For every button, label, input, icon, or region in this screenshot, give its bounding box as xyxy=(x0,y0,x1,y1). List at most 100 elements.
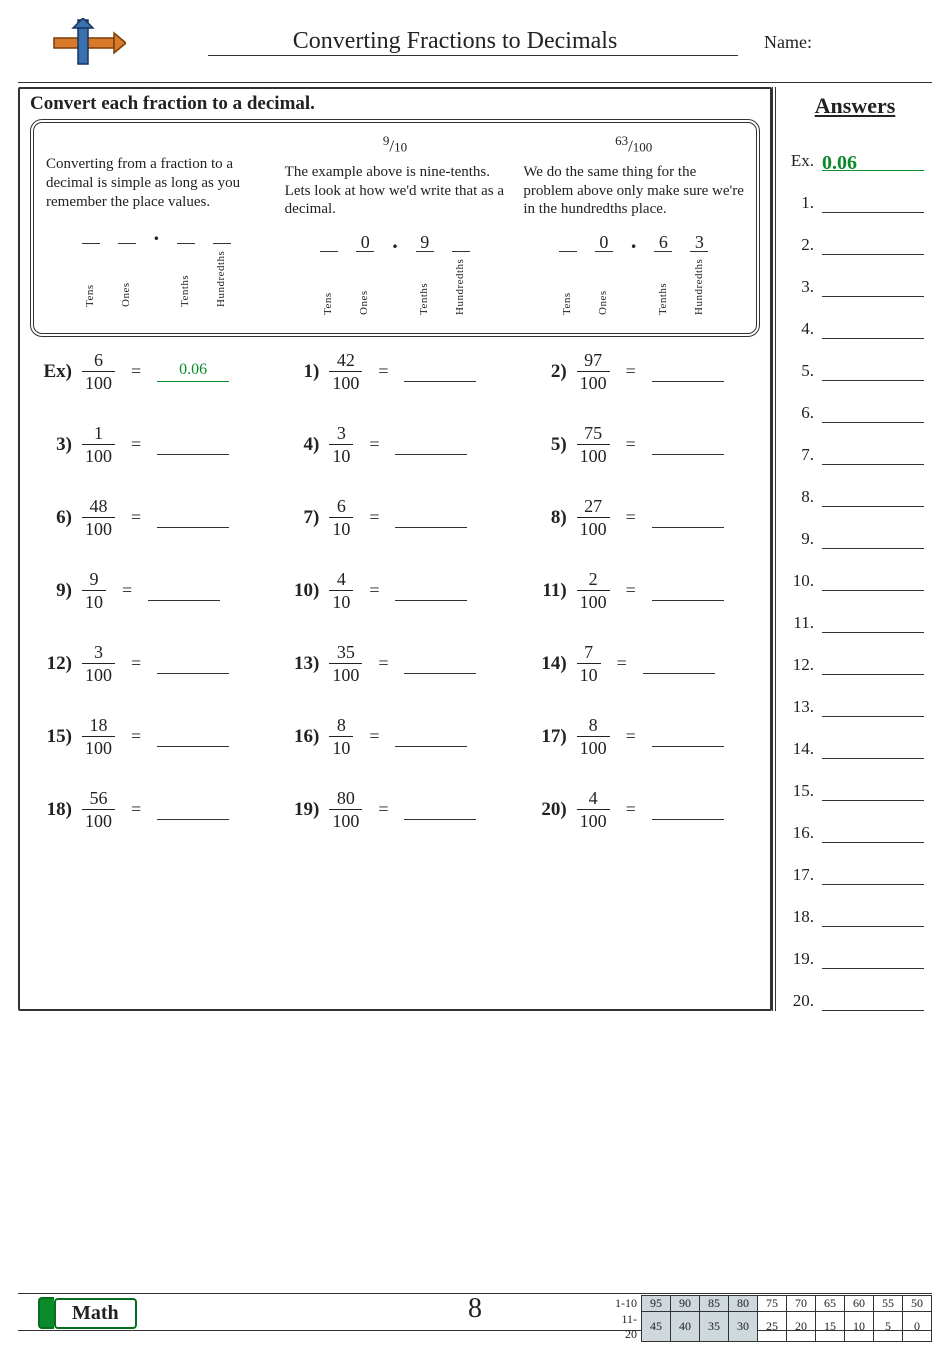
problem-number: 12) xyxy=(38,653,72,675)
equals-sign: = xyxy=(626,434,636,455)
answer-row: 17. xyxy=(786,843,924,885)
answer-blank[interactable] xyxy=(395,507,467,528)
answer-line[interactable] xyxy=(822,990,924,1011)
fraction: 80100 xyxy=(329,789,362,830)
answer-line[interactable] xyxy=(822,402,924,423)
answer-blank[interactable] xyxy=(404,799,476,820)
page-number: 8 xyxy=(468,1293,482,1325)
numerator: 42 xyxy=(334,351,358,371)
answer-blank[interactable] xyxy=(157,726,229,747)
equals-sign: = xyxy=(131,507,141,528)
problem: 5)75100= xyxy=(533,424,756,465)
problem-number: Ex) xyxy=(38,361,72,383)
answer-line[interactable] xyxy=(822,906,924,927)
name-label: Name: xyxy=(764,32,812,53)
answer-label: 6. xyxy=(786,403,814,423)
answer-row: 4. xyxy=(786,297,924,339)
denominator: 100 xyxy=(329,372,362,392)
answer-blank[interactable] xyxy=(157,507,229,528)
equals-sign: = xyxy=(131,799,141,820)
answer-line[interactable] xyxy=(822,192,924,213)
answer-label: 11. xyxy=(786,613,814,633)
answer-blank[interactable] xyxy=(157,653,229,674)
worksheet-header: Converting Fractions to Decimals Name: xyxy=(18,28,932,82)
answer-blank[interactable] xyxy=(652,726,724,747)
answer-blank[interactable] xyxy=(404,361,476,382)
answer-blank[interactable] xyxy=(404,653,476,674)
answer-line[interactable] xyxy=(822,234,924,255)
answer-line[interactable]: 0.06 xyxy=(822,150,924,171)
numerator: 56 xyxy=(87,789,111,809)
answer-line[interactable] xyxy=(822,654,924,675)
answer-blank[interactable] xyxy=(148,580,220,601)
answer-line[interactable] xyxy=(822,318,924,339)
answer-row: 14. xyxy=(786,717,924,759)
fraction: 610 xyxy=(329,497,353,538)
problem-number: 11) xyxy=(533,580,567,602)
answers-column: Answers Ex.0.061.2.3.4.5.6.7.8.9.10.11.1… xyxy=(772,87,932,1011)
answer-line[interactable] xyxy=(822,948,924,969)
denominator: 100 xyxy=(82,810,115,830)
answer-row: Ex.0.06 xyxy=(786,129,924,171)
numerator: 3 xyxy=(334,424,349,444)
answer-row: 6. xyxy=(786,381,924,423)
fraction: 18100 xyxy=(82,716,115,757)
answer-row: 3. xyxy=(786,255,924,297)
answer-line[interactable] xyxy=(822,738,924,759)
decimal-point-icon: . xyxy=(154,219,160,303)
answer-line[interactable] xyxy=(822,780,924,801)
answer-blank[interactable] xyxy=(395,580,467,601)
denominator: 100 xyxy=(577,810,610,830)
answer-label: 2. xyxy=(786,235,814,255)
numerator: 6 xyxy=(334,497,349,517)
answer-line[interactable] xyxy=(822,276,924,297)
answer-line[interactable] xyxy=(822,612,924,633)
answer-blank[interactable] xyxy=(652,580,724,601)
answer-blank[interactable] xyxy=(652,361,724,382)
answer-blank[interactable] xyxy=(652,434,724,455)
arrow-cross-icon xyxy=(48,18,126,68)
denominator: 100 xyxy=(82,372,115,392)
numerator: 9 xyxy=(87,570,102,590)
equals-sign: = xyxy=(131,726,141,747)
equals-sign: = xyxy=(369,726,379,747)
answer-blank[interactable] xyxy=(395,726,467,747)
denominator: 100 xyxy=(329,810,362,830)
answer-row: 5. xyxy=(786,339,924,381)
answer-row: 2. xyxy=(786,213,924,255)
answer-line[interactable] xyxy=(822,822,924,843)
answer-blank[interactable] xyxy=(652,799,724,820)
equals-sign: = xyxy=(617,653,627,674)
equals-sign: = xyxy=(131,361,141,382)
problem-number: 8) xyxy=(533,507,567,529)
answer-blank[interactable] xyxy=(157,434,229,455)
fraction: 910 xyxy=(82,570,106,611)
answer-label: 20. xyxy=(786,991,814,1011)
answer-line[interactable] xyxy=(822,528,924,549)
answer-blank[interactable] xyxy=(395,434,467,455)
answer-blank[interactable] xyxy=(643,653,715,674)
answer-line[interactable] xyxy=(822,570,924,591)
answer-line[interactable] xyxy=(822,486,924,507)
problem: 16)810= xyxy=(285,716,508,757)
answer-line[interactable] xyxy=(822,864,924,885)
math-badge: Math xyxy=(38,1297,137,1329)
answer-label: 14. xyxy=(786,739,814,759)
denominator: 100 xyxy=(577,445,610,465)
fraction: 35100 xyxy=(329,643,362,684)
answer-blank[interactable] xyxy=(157,799,229,820)
problem-number: 9) xyxy=(38,580,72,602)
answer-blank[interactable] xyxy=(652,507,724,528)
equals-sign: = xyxy=(378,361,388,382)
problem-number: 5) xyxy=(533,434,567,456)
answer-line[interactable] xyxy=(822,696,924,717)
answer-line[interactable] xyxy=(822,444,924,465)
answer-row: 13. xyxy=(786,675,924,717)
numerator: 7 xyxy=(581,643,596,663)
numerator: 48 xyxy=(87,497,111,517)
equals-sign: = xyxy=(626,507,636,528)
answer-blank[interactable]: 0.06 xyxy=(157,361,229,382)
answer-label: 9. xyxy=(786,529,814,549)
problems-grid: Ex)6100=0.061)42100=2)97100=3)1100=4)310… xyxy=(28,351,762,830)
answer-line[interactable] xyxy=(822,360,924,381)
